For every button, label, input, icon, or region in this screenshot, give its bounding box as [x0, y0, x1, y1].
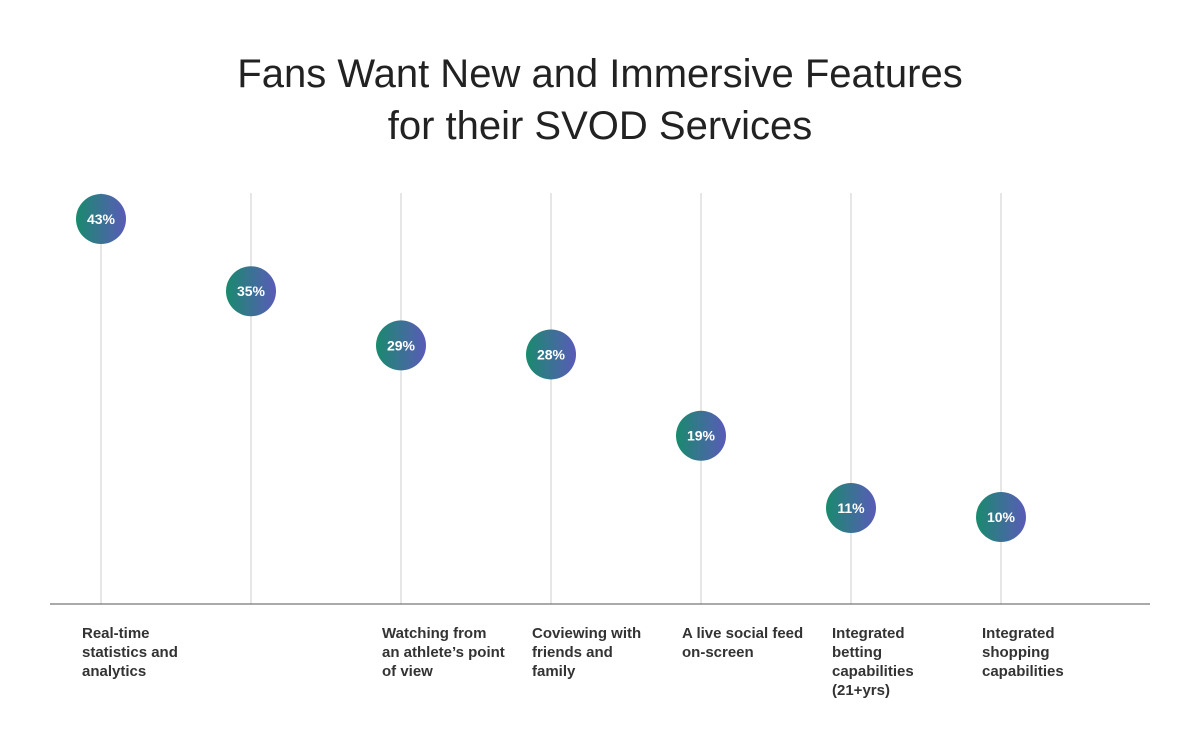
data-label: 19% [687, 428, 716, 444]
data-point [226, 266, 276, 317]
category-label: A live social feed on-screen [682, 625, 804, 661]
gridlines [100, 193, 1002, 604]
data-point [676, 410, 726, 461]
data-label: 29% [387, 337, 416, 353]
chart-title-line-2: for their SVOD Services [387, 104, 813, 148]
data-label: 10% [987, 509, 1016, 525]
data-label: 11% [837, 500, 865, 516]
category-label: Real-time statistics and analytics [82, 625, 178, 680]
category-label: Coviewing with friends and family [532, 625, 642, 680]
chart-title-line-1: Fans Want New and Immersive Features [237, 52, 963, 96]
category-label: Watching from an athlete’s point of view [382, 625, 505, 680]
data-markers: 43% 35% 29% 28% 19% 11% 10% [76, 194, 1026, 542]
chart-title: Fans Want New and Immersive Features for… [0, 48, 1200, 152]
category-label: Integrated betting capabilities (21+yrs) [832, 625, 914, 699]
data-point [76, 194, 126, 244]
data-point [826, 482, 876, 533]
data-label: 28% [537, 346, 566, 362]
data-point [976, 492, 1026, 542]
data-point [376, 320, 426, 371]
data-point [526, 329, 576, 380]
data-label: 35% [237, 283, 266, 299]
data-label: 43% [87, 211, 116, 227]
category-label: Integrated shopping capabilities [982, 625, 1064, 680]
